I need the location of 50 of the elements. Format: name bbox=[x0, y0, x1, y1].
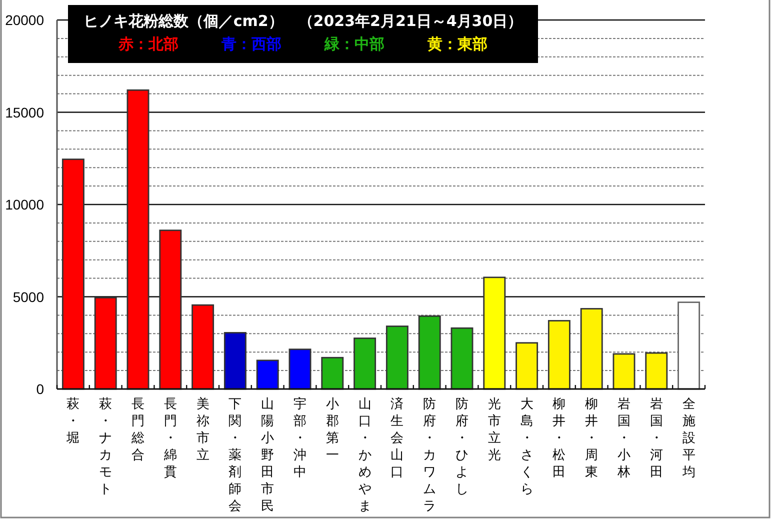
x-tick-label: 岩国・小林 bbox=[616, 396, 630, 480]
x-tick-label: 小郡第一 bbox=[326, 396, 339, 462]
bar bbox=[548, 320, 570, 390]
x-tick-label: 萩・堀 bbox=[66, 396, 80, 446]
x-tick-label: 防府・ひよし bbox=[456, 396, 468, 496]
x-tick-label: 光市立光 bbox=[488, 396, 501, 462]
bar bbox=[580, 308, 603, 390]
bar bbox=[256, 360, 279, 390]
bar bbox=[224, 332, 246, 390]
x-tick-label: 大島・さくら bbox=[520, 396, 534, 496]
bar bbox=[483, 276, 506, 390]
bar bbox=[450, 327, 474, 390]
y-tick-label: 0 bbox=[36, 381, 44, 397]
y-tick-label: 20000 bbox=[5, 12, 44, 28]
x-tick-label: 宇部・沖中 bbox=[294, 396, 306, 480]
x-tick-label: 下関・薬剤師会 bbox=[228, 396, 242, 514]
bar bbox=[418, 315, 441, 390]
text: 緑：中部 bbox=[324, 35, 384, 53]
x-tick-label: 長門総合 bbox=[130, 396, 144, 462]
y-tick-label: 15000 bbox=[5, 104, 44, 120]
bar bbox=[288, 348, 312, 390]
x-tick-label: 柳井・松田 bbox=[552, 396, 566, 480]
text: 赤：北部 bbox=[118, 35, 178, 53]
x-tick-label: 済生会山口 bbox=[390, 396, 404, 480]
bar bbox=[159, 230, 182, 390]
bar bbox=[126, 89, 150, 390]
text: 黄：東部 bbox=[426, 35, 488, 53]
bar bbox=[94, 296, 117, 390]
x-tick-label: 防府・カワムラ bbox=[423, 396, 436, 514]
bar bbox=[321, 356, 344, 390]
x-tick-label: 全施設平均 bbox=[681, 396, 696, 480]
bar bbox=[678, 302, 700, 390]
bar bbox=[386, 326, 408, 390]
x-tick-label: 長門・綿貫 bbox=[162, 396, 177, 480]
x-tick-label: 柳井・周東 bbox=[585, 396, 598, 480]
x-tick-label: 萩・ナカモト bbox=[99, 396, 112, 496]
text: 青：西部 bbox=[220, 35, 282, 53]
x-tick-label: 山陽小野田市民 bbox=[261, 396, 274, 514]
x-tick-label: 山口・かめやま bbox=[358, 396, 372, 514]
x-tick-label: 岩国・河田 bbox=[650, 396, 663, 480]
y-tick-label: 10000 bbox=[5, 196, 44, 212]
bar bbox=[612, 353, 636, 390]
bar bbox=[516, 342, 538, 390]
x-tick-label: 美祢市立 bbox=[196, 396, 210, 462]
y-tick-label: 5000 bbox=[12, 288, 44, 305]
bar bbox=[645, 352, 668, 390]
bar bbox=[354, 338, 376, 390]
bar bbox=[62, 158, 84, 390]
chart-title: ヒノキ花粉総数（個／cm2） （2023年2月21日～4月30日） bbox=[83, 12, 523, 30]
bar bbox=[192, 304, 214, 390]
